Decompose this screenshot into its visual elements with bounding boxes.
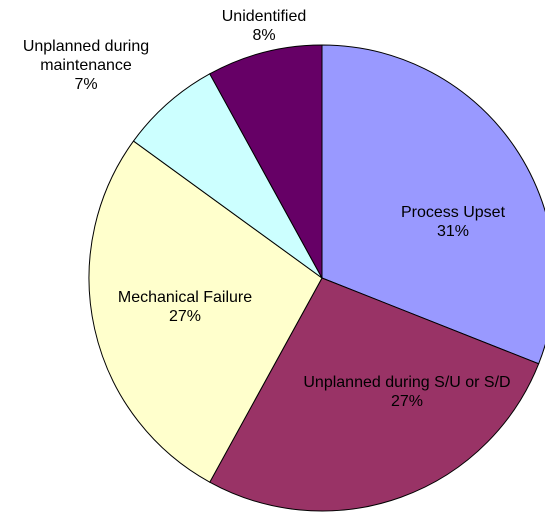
pie-slice: [321, 44, 545, 365]
category-label: Unplanned during S/U or S/D: [303, 374, 511, 391]
slice-label: Unplanned during maintenance 7%: [4, 37, 169, 94]
value-label: 31%: [436, 223, 470, 240]
value-label: 27%: [168, 308, 202, 325]
slice-label: Unplanned during S/U or S/D 27%: [287, 373, 527, 411]
value-label: 7%: [74, 76, 98, 93]
pie-slice: [209, 277, 540, 512]
category-label: Unidentified: [221, 8, 307, 25]
slice-label: Unidentified 8%: [194, 7, 334, 45]
value-label: 27%: [390, 393, 424, 410]
pie-slice: [88, 140, 323, 483]
category-label: Process Upset: [400, 204, 506, 221]
pie-slice: [132, 73, 323, 279]
slice-label: Process Upset 31%: [383, 203, 523, 241]
value-label: 8%: [252, 27, 276, 44]
category-label: Unplanned during maintenance: [22, 38, 150, 74]
slice-label: Mechanical Failure 27%: [95, 288, 275, 326]
category-label: Mechanical Failure: [117, 289, 253, 306]
pie-slice: [209, 44, 323, 279]
